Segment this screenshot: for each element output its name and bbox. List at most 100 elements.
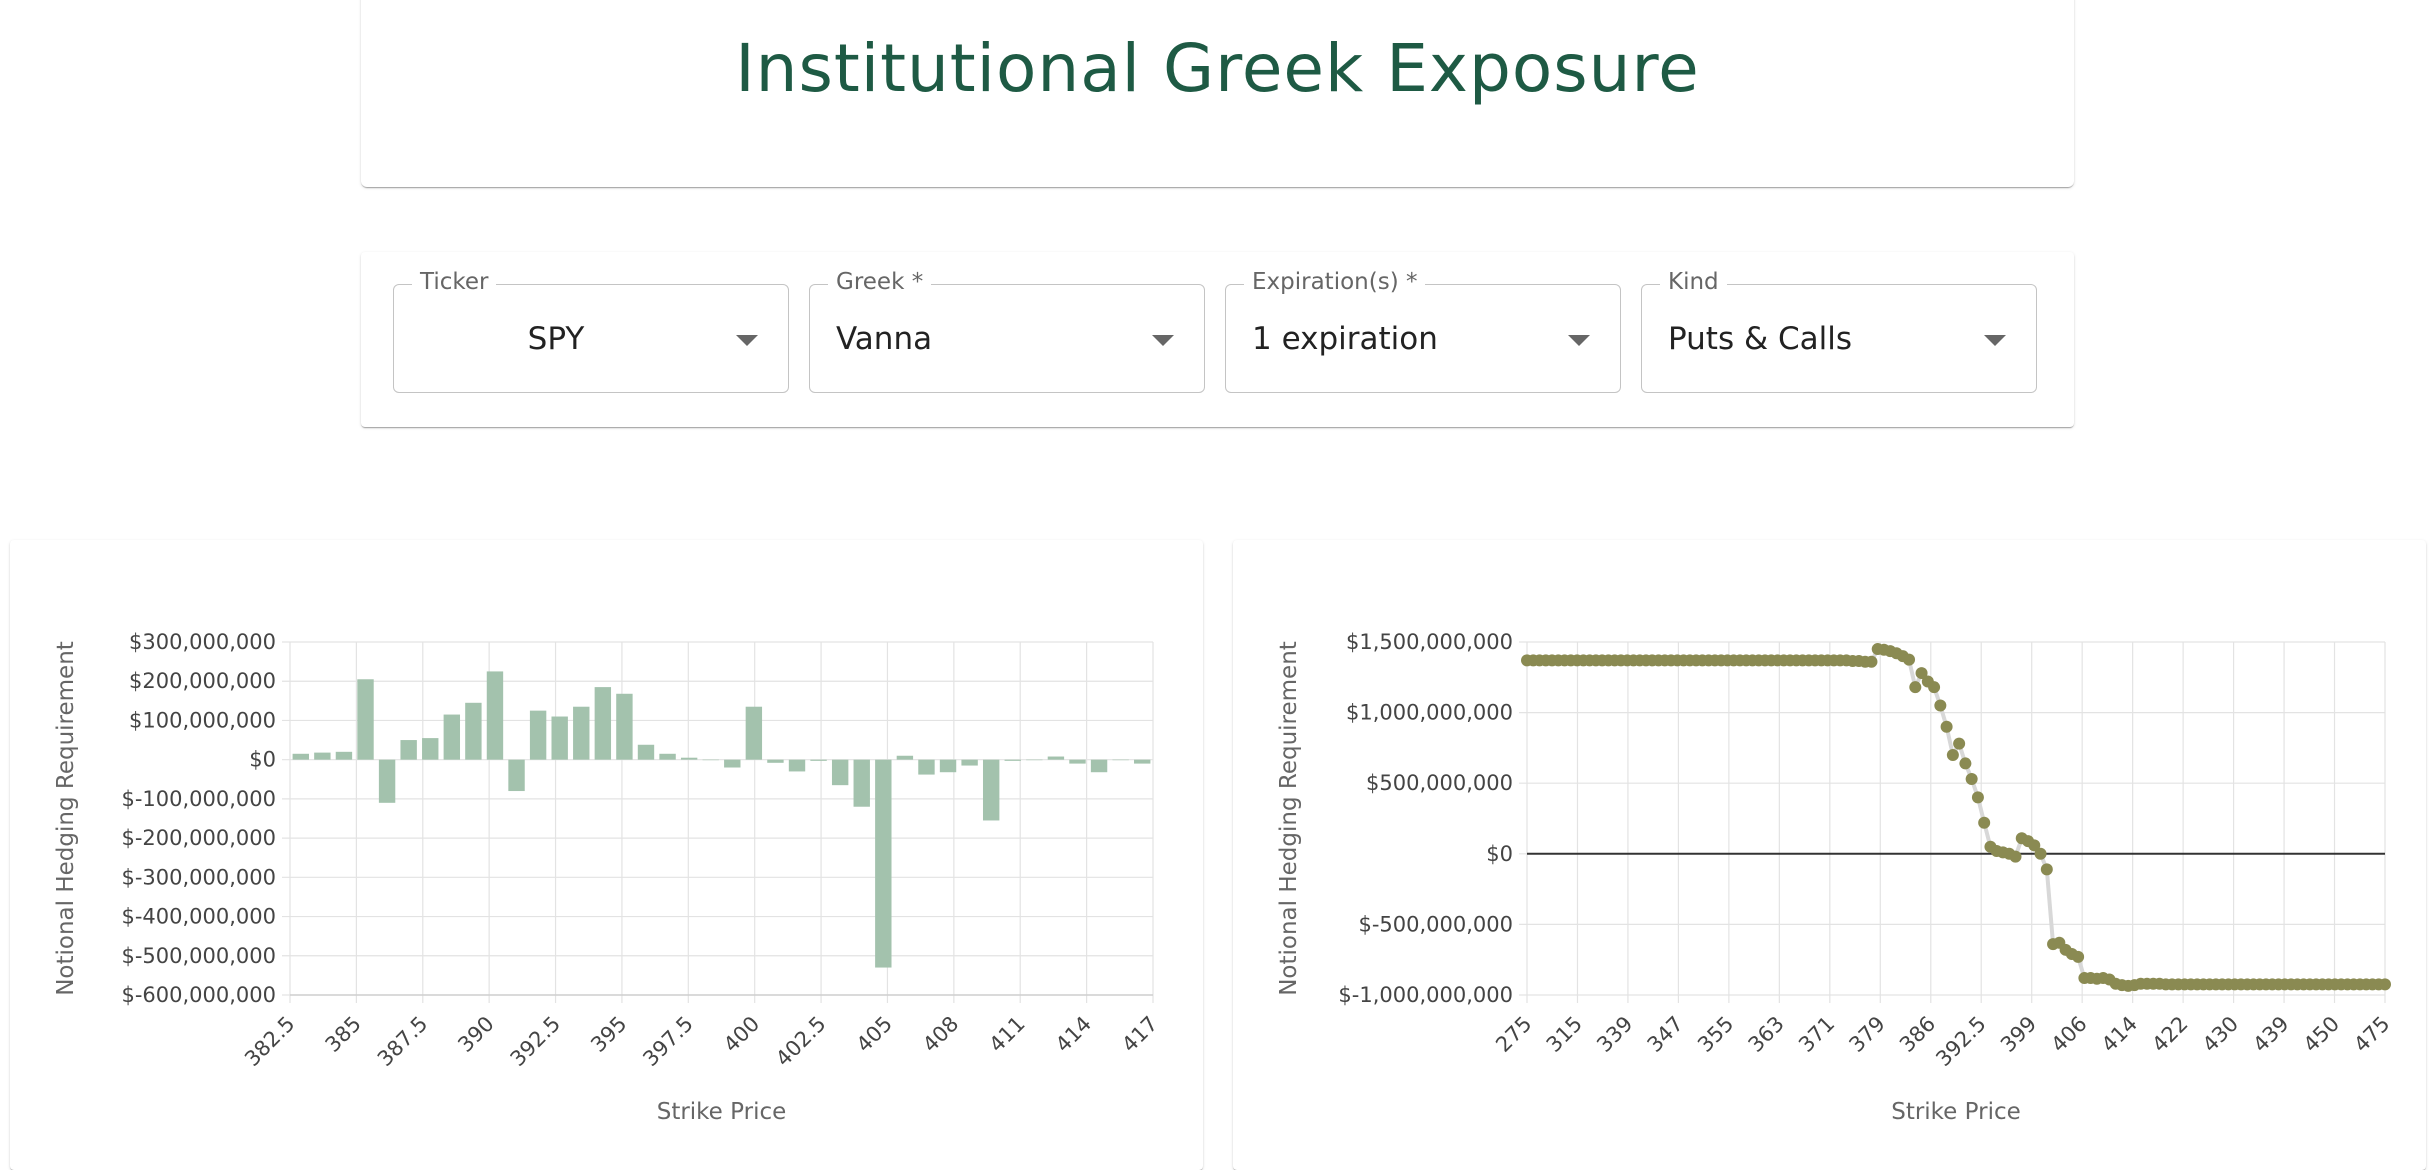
bar [1047, 756, 1065, 760]
scatter-point [2072, 950, 2085, 963]
x-tick-label: 406 [2046, 1012, 2091, 1057]
bar [1069, 759, 1086, 764]
x-tick-label: 275 [1491, 1012, 1536, 1057]
scatter-point [2040, 863, 2053, 876]
x-tick-label: 414 [1051, 1012, 1096, 1057]
x-tick-label: 390 [453, 1012, 498, 1057]
chevron-down-icon [1152, 335, 1174, 346]
scatter-point [1940, 720, 1953, 733]
bar [724, 759, 741, 768]
bar [788, 759, 806, 772]
scatter-point [1903, 653, 1916, 666]
x-tick-label: 450 [2299, 1012, 2344, 1057]
y-tick-label: $-500,000,000 [121, 944, 276, 968]
y-tick-label: $-600,000,000 [121, 983, 276, 1007]
bar [982, 759, 1000, 821]
bar [465, 702, 482, 760]
bar [292, 753, 309, 760]
y-axis-title: Notional Hedging Requirement [53, 641, 79, 996]
scatter-point [1978, 816, 1991, 829]
scatter-chart: $1,500,000,000 $1,000,000,000 $500,000,000… [1276, 630, 2395, 1125]
y-tick-label: $200,000,000 [129, 669, 276, 693]
x-tick-label: 439 [2248, 1012, 2293, 1057]
bar [896, 755, 914, 760]
bar [853, 759, 870, 807]
chevron-down-icon [1568, 335, 1590, 346]
y-tick-label: $300,000,000 [129, 630, 276, 654]
bar [1112, 759, 1129, 761]
bar [939, 759, 957, 773]
x-tick-label: 392.5 [1931, 1012, 1990, 1071]
y-tick-label: $-100,000,000 [121, 787, 276, 811]
scatter-point [1953, 737, 1966, 750]
bar [551, 716, 568, 760]
scatter-point [1971, 791, 1984, 804]
bar [378, 759, 396, 803]
bar-chart: $300,000,000 $200,000,000 $100,000,000 $0 $-… [53, 630, 1163, 1125]
x-tick-label: 417 [1117, 1012, 1162, 1057]
x-tick-label: 397.5 [638, 1012, 697, 1071]
x-tick-label: 392.5 [506, 1012, 565, 1071]
greek-select[interactable]: Greek * Vanna [809, 269, 1205, 393]
x-tick-label: 379 [1845, 1012, 1890, 1057]
x-tick-label: 400 [719, 1012, 764, 1057]
bar [745, 706, 763, 760]
x-axis-title: Strike Price [1891, 1099, 2021, 1125]
bar [422, 738, 439, 760]
x-tick-label: 408 [918, 1012, 963, 1057]
x-tick-label: 339 [1592, 1012, 1637, 1057]
chevron-down-icon [1984, 335, 2006, 346]
x-tick-label: 355 [1693, 1012, 1738, 1057]
bar [1026, 759, 1043, 761]
x-tick-label: 371 [1794, 1012, 1839, 1057]
ticker-value: SPY [527, 321, 585, 357]
scatter-point [1965, 772, 1978, 785]
x-tick-label: 414 [2097, 1012, 2142, 1057]
y-tick-label: $0 [1486, 842, 1513, 866]
y-tick-label: $-200,000,000 [121, 826, 276, 850]
bar [767, 759, 784, 763]
expirations-label: Expiration(s) * [1244, 269, 1426, 295]
bar [314, 752, 331, 760]
expirations-value: 1 expiration [1252, 321, 1438, 357]
bar [357, 679, 374, 760]
x-axis-title: Strike Price [657, 1099, 787, 1125]
kind-label: Kind [1660, 269, 1727, 295]
x-tick-label: 475 [2349, 1012, 2394, 1057]
bar [918, 759, 935, 775]
x-tick-label: 387.5 [373, 1012, 432, 1071]
controls-card: Ticker SPY Greek * Vanna Expiration(s) *… [361, 252, 2074, 427]
bar [702, 759, 719, 761]
bar [443, 714, 461, 760]
scatter-point [2028, 839, 2041, 852]
bar [659, 753, 676, 760]
y-tick-label: $500,000,000 [1366, 771, 1513, 795]
bar-chart-card: $300,000,000 $200,000,000 $100,000,000 $0 $-… [10, 540, 1203, 1170]
bar [616, 693, 633, 760]
y-tick-label: $-1,000,000,000 [1338, 983, 1513, 1007]
scatter-point [2379, 978, 2391, 991]
bar [1090, 759, 1108, 773]
bar [1004, 759, 1021, 761]
scatter-point [2009, 850, 2022, 863]
greek-label: Greek * [828, 269, 932, 295]
x-tick-label: 422 [2147, 1012, 2192, 1057]
bar [637, 744, 655, 760]
ticker-label: Ticker [412, 269, 497, 295]
bar [573, 706, 590, 760]
y-tick-label: $-300,000,000 [121, 865, 276, 889]
x-tick-label: 386 [1895, 1012, 1940, 1057]
ticker-select[interactable]: Ticker SPY [393, 269, 789, 393]
y-tick-label: $-400,000,000 [121, 905, 276, 929]
scatter-point [1865, 655, 1878, 668]
greek-value: Vanna [836, 321, 933, 357]
bar [680, 757, 698, 760]
bar [594, 687, 612, 760]
bar [831, 759, 849, 786]
y-tick-label: $100,000,000 [129, 708, 276, 732]
kind-select[interactable]: Kind Puts & Calls [1641, 269, 2037, 393]
x-tick-label: 382.5 [240, 1012, 299, 1071]
header-card: Institutional Greek Exposure [361, 0, 2074, 187]
kind-value: Puts & Calls [1668, 321, 1853, 357]
expirations-select[interactable]: Expiration(s) * 1 expiration [1225, 269, 1621, 393]
